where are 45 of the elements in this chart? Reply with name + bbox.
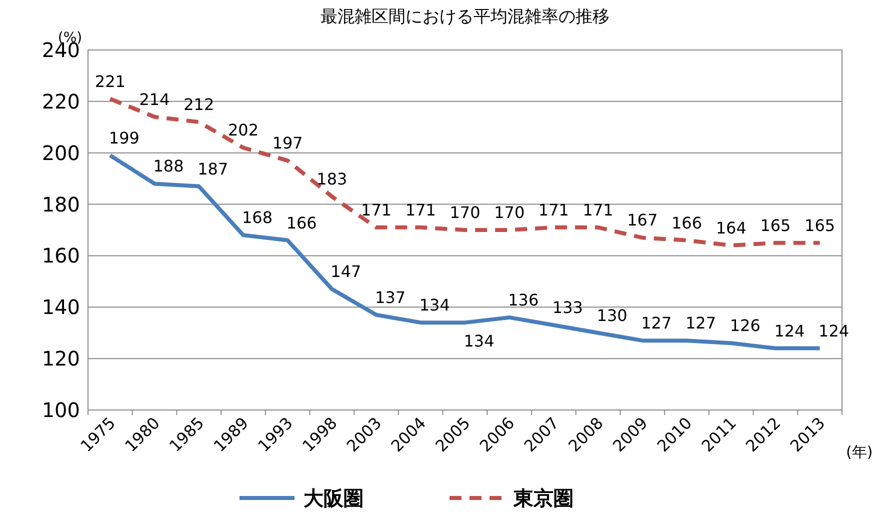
data-label: 197 (272, 134, 303, 153)
data-label: 202 (228, 120, 259, 140)
data-label: 124 (774, 321, 805, 340)
x-axis-title: (年) (846, 443, 873, 461)
data-label: 221 (94, 72, 126, 91)
data-label: 171 (405, 200, 436, 220)
data-label: 167 (627, 210, 658, 230)
data-label: 214 (139, 90, 170, 109)
y-tick-label: 220 (42, 89, 80, 114)
data-label: 137 (375, 288, 406, 307)
data-label: 147 (330, 262, 362, 282)
chart-title: 最混雑区間における平均混雑率の推移 (320, 7, 610, 27)
data-label: 171 (582, 200, 614, 220)
legend-label: 東京圏 (512, 486, 574, 510)
data-label: 171 (538, 200, 569, 220)
y-tick-label: 140 (42, 295, 80, 320)
data-label: 136 (508, 290, 539, 310)
data-label: 183 (316, 170, 348, 189)
data-label: 127 (685, 314, 716, 333)
y-tick-label: 100 (42, 398, 80, 422)
data-label: 134 (464, 332, 494, 351)
data-label: 124 (818, 321, 850, 340)
data-label: 133 (552, 298, 583, 318)
data-label: 126 (730, 316, 760, 336)
legend-label: 大阪圏 (304, 486, 364, 510)
data-label: 168 (242, 208, 273, 228)
y-tick-label: 200 (42, 140, 80, 165)
data-label: 171 (361, 200, 392, 220)
data-label: 199 (108, 128, 140, 148)
data-label: 134 (419, 296, 450, 315)
data-label: 164 (716, 218, 746, 238)
data-label: 165 (760, 216, 791, 235)
data-label: 212 (184, 95, 214, 114)
y-tick-label: 120 (42, 346, 80, 371)
y-tick-label: 160 (42, 244, 80, 268)
data-label: 188 (153, 156, 184, 176)
data-label: 170 (494, 203, 525, 222)
data-label: 127 (641, 314, 672, 333)
data-label: 187 (198, 159, 228, 178)
data-label: 165 (804, 216, 836, 235)
y-tick-label: 180 (42, 192, 80, 216)
data-label: 130 (596, 306, 628, 325)
data-label: 166 (671, 213, 702, 232)
data-label: 166 (286, 213, 317, 232)
data-label: 170 (450, 203, 480, 222)
